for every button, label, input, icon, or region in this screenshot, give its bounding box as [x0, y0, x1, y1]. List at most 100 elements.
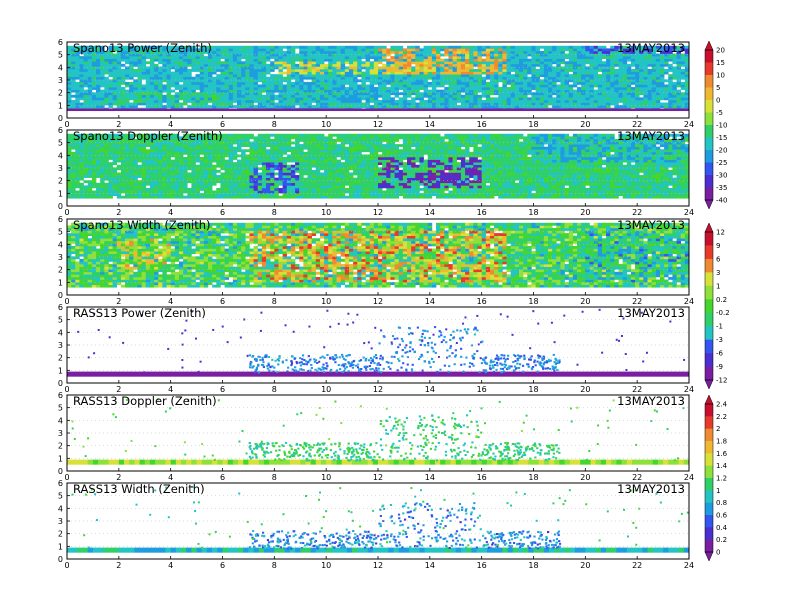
heatmap-cell [141, 180, 147, 184]
heatmap-cell [129, 81, 134, 85]
heatmap-cell [220, 50, 225, 54]
heatmap-cell [162, 185, 167, 189]
heatmap-cell [141, 50, 147, 54]
heatmap-cell [158, 58, 163, 62]
heatmap-cell [203, 81, 209, 85]
heatmap-cell [187, 167, 192, 171]
heatmap-cell [75, 159, 80, 163]
heatmap-cell [489, 79, 495, 83]
heatmap-cell [79, 151, 84, 155]
heatmap-cell [473, 87, 478, 90]
heatmap-cell [141, 141, 147, 145]
heatmap-cell [104, 159, 109, 163]
heatmap-cell [178, 157, 184, 160]
heatmap-cell [75, 151, 80, 155]
heatmap-cell [274, 164, 279, 168]
heatmap-cell [162, 151, 167, 155]
heatmap-cell [328, 71, 333, 75]
heatmap-cell [407, 48, 412, 52]
heatmap-cell [100, 74, 105, 78]
heatmap-cell [610, 99, 615, 103]
heatmap-cell [154, 50, 159, 54]
heatmap-cell [299, 144, 304, 147]
heatmap-cell [535, 92, 541, 96]
heatmap-cell [91, 138, 97, 142]
heatmap-cell [282, 89, 288, 93]
heatmap-cell [212, 193, 217, 196]
heatmap-cell [448, 74, 453, 78]
heatmap-cell [183, 187, 188, 191]
heatmap-cell [290, 89, 296, 93]
heatmap-cell [560, 50, 565, 54]
heatmap-cell [610, 66, 615, 70]
heatmap-cell [299, 182, 304, 186]
heatmap-cell [630, 81, 636, 85]
heatmap-cell [303, 187, 308, 191]
heatmap-cell [158, 167, 163, 171]
heatmap-cell [183, 99, 188, 103]
heatmap-cell [241, 195, 246, 199]
heatmap-cell [452, 50, 458, 54]
heatmap-cell [394, 50, 400, 54]
heatmap-cell [539, 102, 545, 106]
heatmap-cell [348, 81, 354, 85]
heatmap-cell [216, 162, 221, 166]
heatmap-cell [203, 66, 209, 70]
heatmap-cell [270, 172, 275, 176]
heatmap-cell [125, 97, 130, 101]
heatmap-cell [228, 48, 234, 52]
heatmap-cell [141, 63, 147, 67]
heatmap-cell [232, 169, 238, 173]
heatmap-cell [133, 48, 138, 52]
heatmap-cell [560, 92, 565, 96]
heatmap-cell [295, 159, 300, 163]
heatmap-cell [626, 45, 632, 49]
heatmap-cell [676, 84, 682, 88]
heatmap-cell [290, 136, 296, 140]
heatmap-cell [601, 45, 607, 49]
heatmap-cell [336, 84, 341, 88]
heatmap-cell [369, 81, 375, 85]
heatmap-cell [253, 157, 259, 160]
heatmap-cell [411, 58, 416, 62]
heatmap-cell [639, 97, 644, 101]
heatmap-cell [129, 84, 134, 88]
heatmap-cell [535, 105, 541, 108]
heatmap-cell [228, 74, 234, 78]
heatmap-cell [328, 92, 333, 96]
heatmap-cell [120, 169, 126, 173]
heatmap-cell [386, 58, 391, 62]
heatmap-cell [245, 195, 250, 199]
heatmap-cell [266, 144, 271, 147]
heatmap-cell [257, 172, 263, 176]
heatmap-cell [158, 71, 163, 75]
heatmap-cell [91, 162, 97, 166]
heatmap-cell [407, 58, 412, 62]
heatmap-cell [481, 53, 487, 57]
heatmap-cell [133, 177, 138, 181]
heatmap-cell [100, 58, 105, 62]
heatmap-cell [365, 99, 371, 103]
heatmap-cell [527, 76, 532, 80]
heatmap-cell [348, 102, 354, 106]
heatmap-cell [606, 102, 611, 106]
heatmap-cell [203, 89, 209, 93]
heatmap-cell [108, 97, 113, 101]
heatmap-cell [120, 63, 126, 67]
heatmap-cell [120, 56, 126, 59]
heatmap-cell [195, 84, 200, 88]
heatmap-cell [108, 45, 113, 49]
heatmap-cell [510, 81, 516, 85]
heatmap-cell [332, 63, 337, 67]
heatmap-cell [141, 169, 147, 173]
heatmap-cell [357, 48, 362, 52]
heatmap-cell [203, 193, 209, 196]
heatmap-cell [71, 144, 76, 147]
heatmap-cell [195, 79, 200, 83]
heatmap-cell [543, 89, 549, 93]
heatmap-cell [207, 167, 213, 171]
heatmap-cell [75, 175, 80, 178]
heatmap-cell [141, 89, 147, 93]
heatmap-cell [568, 63, 574, 67]
heatmap-cell [684, 61, 690, 65]
